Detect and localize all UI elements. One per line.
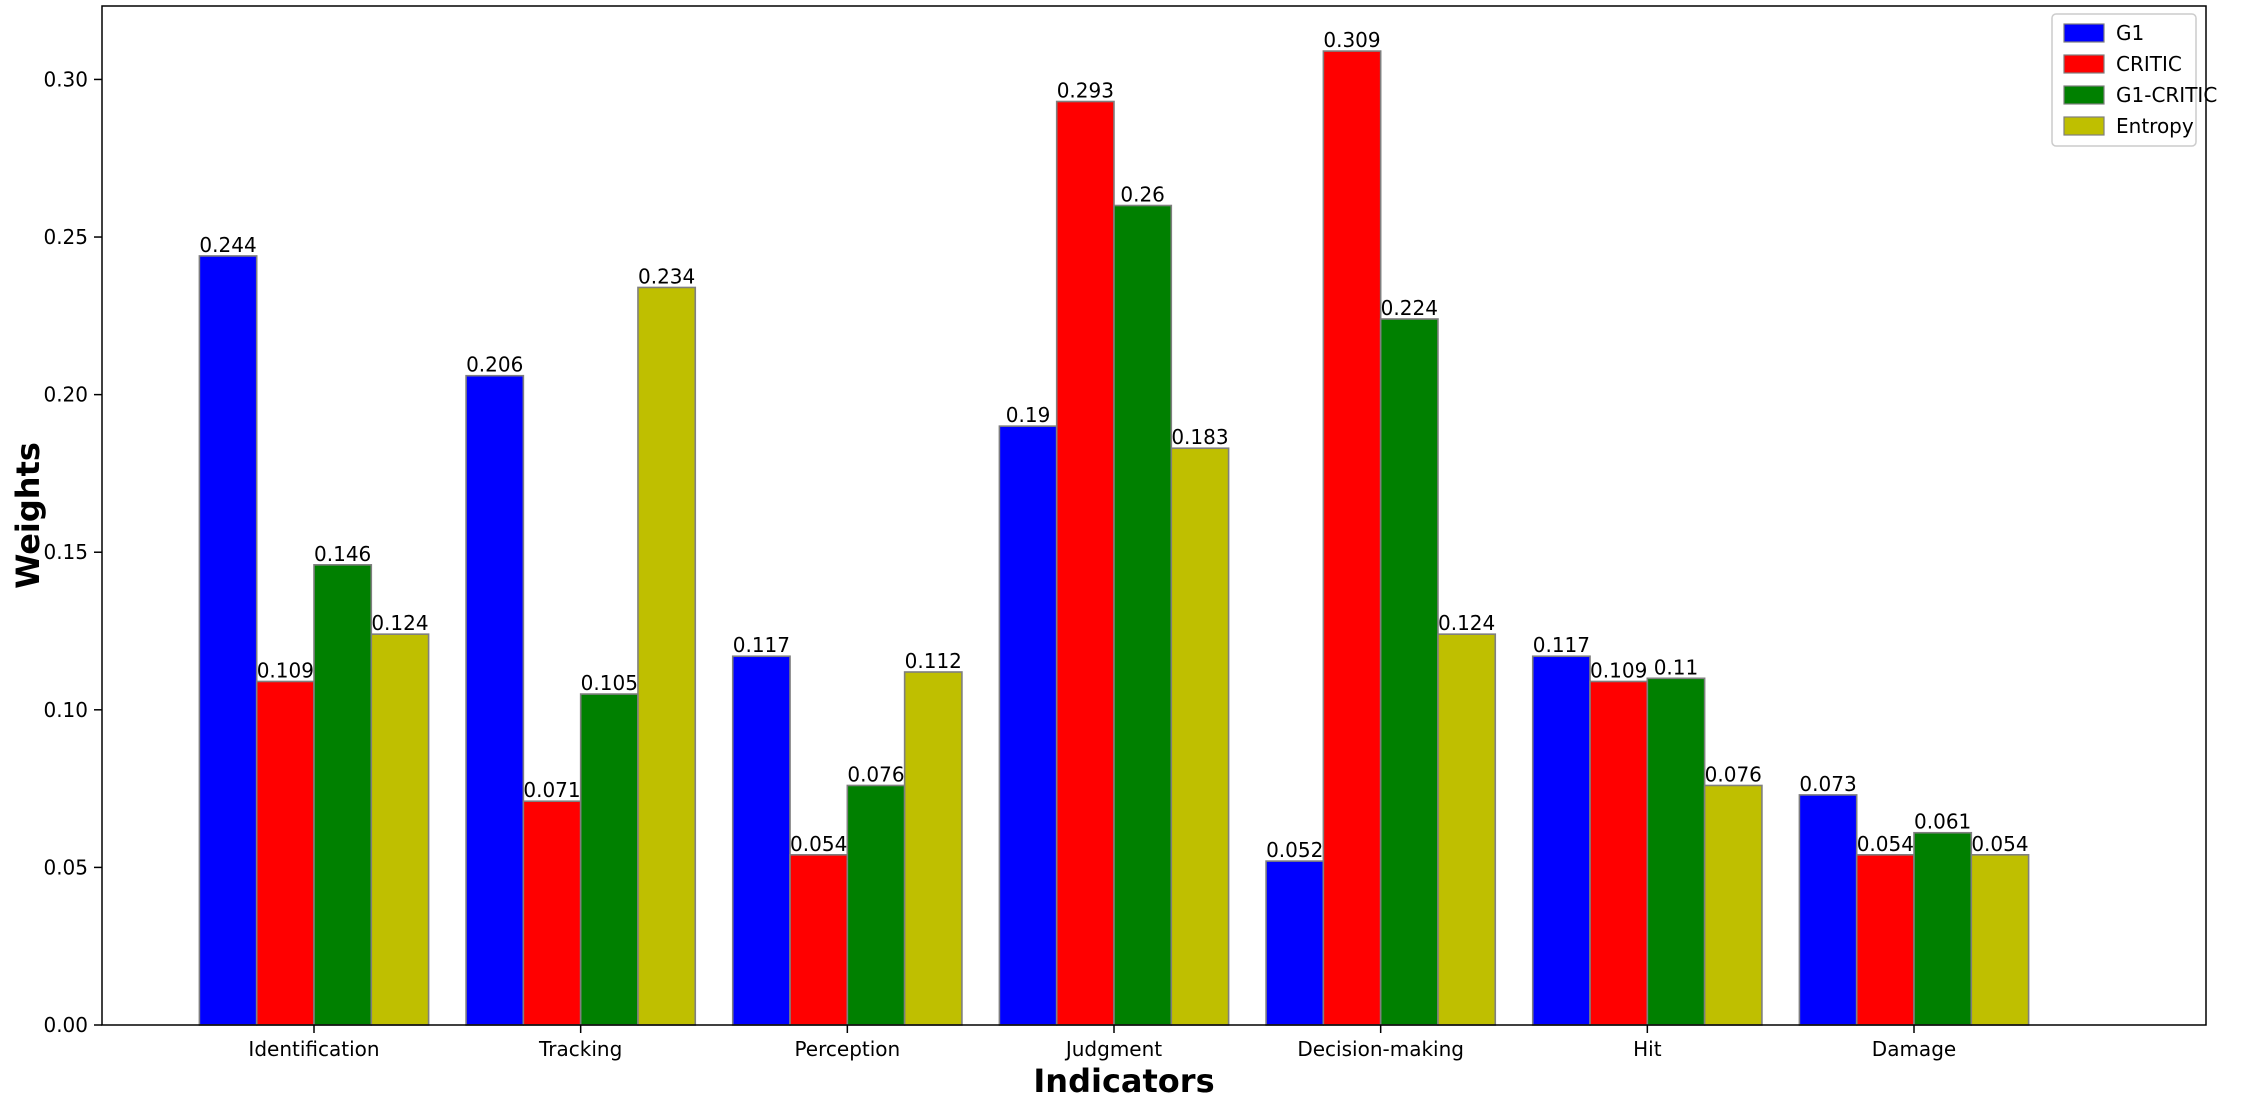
bar-g1-damage [1798,794,1858,1026]
bar-critic-hit [1589,680,1649,1026]
data-label-g1-damage: 0.073 [1799,772,1856,796]
data-label-g1-critic-tracking: 0.105 [581,671,638,695]
bar-critic-perception [789,853,849,1026]
x-tick-label-tracking: Tracking [538,1037,622,1061]
data-label-g1-identification: 0.244 [199,233,256,257]
legend-frame [2051,13,2197,147]
data-label-critic-perception: 0.054 [790,832,847,856]
bar-entropy-judgment [1170,447,1230,1026]
bar-entropy-identification [370,633,430,1026]
y-tick-label: 0.15 [43,540,88,564]
x-tick-label-hit: Hit [1633,1037,1662,1061]
legend-label-g1-critic: G1-CRITIC [2116,83,2217,107]
data-label-critic-tracking: 0.071 [523,778,580,802]
x-axis: Identification Tracking Perception Judgment… [248,1025,1956,1061]
data-label-critic-judgment: 0.293 [1057,79,1114,103]
bar-g1-critic-judgment [1113,204,1173,1026]
bar-g1-critic-damage [1913,831,1973,1026]
data-label-critic-identification: 0.109 [257,658,314,682]
bar-g1-perception [731,655,791,1026]
legend-label-entropy: Entropy [2116,114,2194,138]
bar-critic-judgment [1055,100,1115,1026]
bar-entropy-tracking [637,286,697,1026]
x-axis-title: Indicators [1033,1062,1214,1097]
data-label-g1-tracking: 0.206 [466,353,523,377]
x-tick-label-damage: Damage [1872,1037,1956,1061]
y-axis: 0.00 0.05 0.10 0.15 0.20 0.25 0.30 [43,67,102,1037]
data-label-g1-critic-decision-making: 0.224 [1381,296,1438,320]
data-label-entropy-damage: 0.054 [1971,832,2028,856]
bar-g1-identification [198,255,258,1026]
legend-swatch-g1-critic [2063,85,2105,105]
bar-g1-tracking [465,374,525,1026]
bar-entropy-decision-making [1437,633,1497,1026]
y-tick-label: 0.10 [43,698,88,722]
data-label-entropy-tracking: 0.234 [638,264,695,288]
bar-entropy-perception [903,671,963,1026]
bar-critic-damage [1855,853,1915,1026]
data-label-entropy-hit: 0.076 [1705,762,1762,786]
data-label-g1-critic-perception: 0.076 [847,762,904,786]
bar-g1-judgment [998,425,1058,1026]
legend-swatch-g1 [2063,23,2105,43]
data-label-critic-damage: 0.054 [1857,832,1914,856]
data-label-g1-hit: 0.117 [1533,633,1590,657]
data-label-critic-hit: 0.109 [1590,658,1647,682]
data-label-g1-perception: 0.117 [733,633,790,657]
legend-swatch-entropy [2063,116,2105,136]
bar-g1-critic-hit [1646,677,1706,1026]
x-tick-label-decision-making: Decision-making [1297,1037,1464,1061]
x-tick-label-judgment: Judgment [1064,1037,1162,1061]
y-axis-title: Weights [9,442,47,589]
bar-entropy-damage [1970,853,2030,1026]
data-label-g1-decision-making: 0.052 [1266,838,1323,862]
data-label-g1-critic-identification: 0.146 [314,542,371,566]
legend-label-critic: CRITIC [2116,52,2182,76]
data-label-entropy-identification: 0.124 [371,611,428,635]
bar-critic-tracking [522,800,582,1026]
bar-g1-decision-making [1265,860,1325,1026]
data-label-entropy-decision-making: 0.124 [1438,611,1495,635]
bar-critic-decision-making [1322,50,1382,1026]
y-tick-label: 0.05 [43,855,88,879]
y-tick-label: 0.30 [43,67,88,91]
legend: G1 CRITIC G1-CRITIC Entropy [2051,13,2217,147]
data-label-g1-critic-judgment: 0.26 [1120,183,1165,207]
data-label-g1-critic-damage: 0.061 [1914,810,1971,834]
x-tick-label-perception: Perception [794,1037,900,1061]
data-label-critic-decision-making: 0.309 [1323,28,1380,52]
legend-swatch-critic [2063,54,2105,74]
data-label-g1-critic-hit: 0.11 [1654,655,1699,679]
y-tick-label: 0.20 [43,383,88,407]
y-tick-label: 0.25 [43,225,88,249]
legend-label-g1: G1 [2116,21,2144,45]
plot-frame [101,5,2207,1026]
data-label-entropy-judgment: 0.183 [1171,425,1228,449]
bar-g1-critic-decision-making [1379,318,1439,1026]
data-label-entropy-perception: 0.112 [905,649,962,673]
data-labels-layer: 0.244 0.109 0.146 0.124 0.206 0.071 0.105 0.234… [199,28,2028,862]
bar-g1-critic-perception [846,784,906,1026]
x-tick-label-identification: Identification [248,1037,379,1061]
y-tick-label: 0.00 [43,1013,88,1037]
data-label-g1-judgment: 0.19 [1006,403,1051,427]
bar-entropy-hit [1703,784,1763,1026]
bar-g1-hit [1531,655,1591,1026]
bar-critic-identification [255,680,315,1026]
bar-g1-critic-tracking [579,693,639,1026]
bar-g1-critic-identification [313,564,373,1026]
bars-layer [198,50,2030,1026]
